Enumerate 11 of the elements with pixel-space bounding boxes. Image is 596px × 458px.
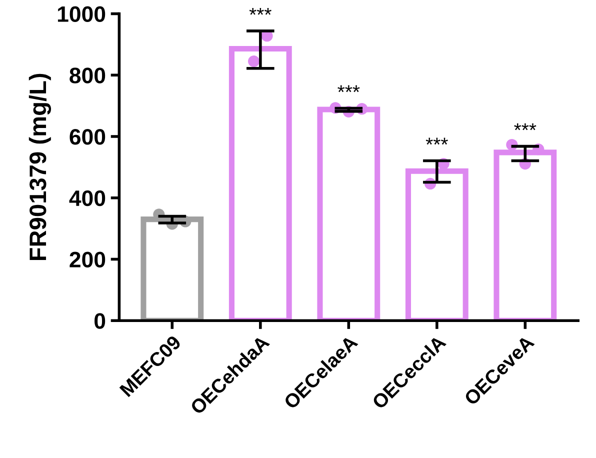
annotation: *** <box>338 85 360 92</box>
y-tick-label: 600 <box>70 129 106 145</box>
y-axis-title: FR901379 (mg/L) <box>28 74 52 260</box>
y-tick-label: 1000 <box>58 6 106 22</box>
y-tick-label: 400 <box>69 190 106 206</box>
annotation: *** <box>249 8 272 15</box>
annotation: *** <box>426 138 448 145</box>
y-tick-label: 800 <box>70 68 106 84</box>
annotation: *** <box>514 123 536 130</box>
y-tick-label: 0 <box>94 313 106 329</box>
y-tick-label: 200 <box>70 252 106 268</box>
